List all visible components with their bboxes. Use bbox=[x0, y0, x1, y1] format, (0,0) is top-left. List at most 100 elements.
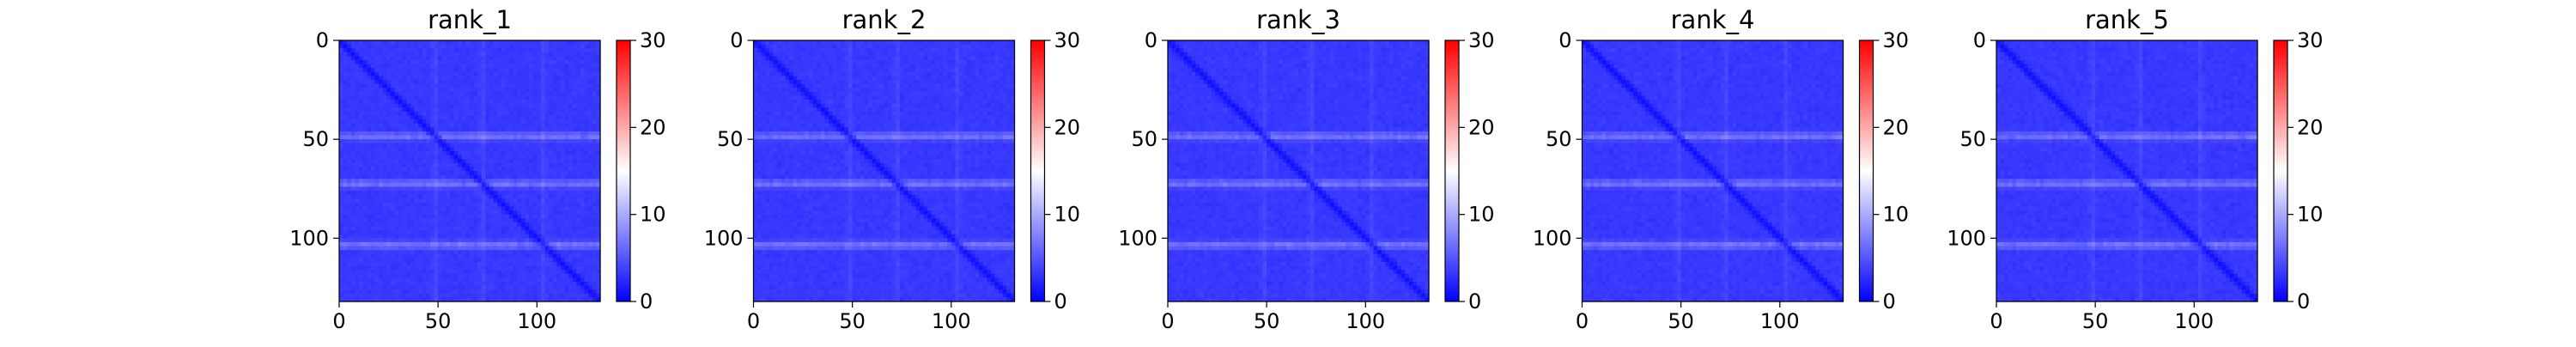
heatmap-cell bbox=[545, 274, 550, 278]
heatmap-cell bbox=[762, 64, 766, 69]
heatmap-cell bbox=[533, 266, 538, 271]
heatmap-cell bbox=[355, 80, 359, 84]
heatmap-cell bbox=[446, 143, 450, 148]
heatmap-cell bbox=[418, 238, 422, 242]
heatmap-cell bbox=[963, 40, 968, 45]
heatmap-cell bbox=[398, 294, 403, 298]
heatmap-cell bbox=[418, 171, 422, 175]
heatmap-cell bbox=[458, 274, 462, 278]
heatmap-cell bbox=[501, 230, 506, 234]
heatmap-cell bbox=[391, 186, 395, 191]
heatmap-cell bbox=[485, 175, 489, 180]
heatmap-cell bbox=[549, 191, 553, 195]
heatmap-cell bbox=[588, 254, 592, 259]
heatmap-cell bbox=[482, 116, 486, 120]
heatmap-cell bbox=[585, 56, 589, 60]
heatmap-cell bbox=[585, 222, 589, 227]
heatmap-cell bbox=[339, 52, 343, 57]
heatmap-cell bbox=[363, 116, 368, 120]
heatmap-cell bbox=[876, 56, 880, 60]
heatmap-cell bbox=[565, 186, 569, 191]
heatmap-cell bbox=[434, 195, 439, 199]
heatmap-cell bbox=[462, 183, 466, 187]
heatmap-cell bbox=[561, 195, 565, 199]
heatmap-cell bbox=[386, 119, 391, 124]
heatmap-cell bbox=[497, 286, 501, 290]
heatmap-cell bbox=[853, 40, 857, 45]
heatmap-cell bbox=[556, 116, 561, 120]
heatmap-cell bbox=[585, 206, 589, 210]
heatmap-cell bbox=[513, 294, 518, 298]
heatmap-cell bbox=[868, 40, 872, 45]
heatmap-cell bbox=[465, 238, 470, 242]
heatmap-cell bbox=[549, 136, 553, 140]
heatmap-cell bbox=[367, 262, 371, 266]
heatmap-cell bbox=[525, 167, 529, 171]
heatmap-cell bbox=[347, 119, 351, 124]
heatmap-cell bbox=[896, 45, 900, 49]
heatmap-cell bbox=[394, 230, 398, 234]
heatmap-cell bbox=[912, 64, 916, 69]
heatmap-cell bbox=[497, 84, 501, 88]
heatmap-cell bbox=[513, 40, 518, 45]
heatmap-cell bbox=[521, 186, 526, 191]
heatmap-cell bbox=[474, 262, 478, 266]
heatmap-cell bbox=[418, 76, 422, 80]
heatmap-cell bbox=[454, 274, 459, 278]
heatmap-cell bbox=[513, 179, 518, 183]
heatmap-cell bbox=[343, 191, 348, 195]
heatmap-cell bbox=[537, 136, 541, 140]
heatmap-cell bbox=[565, 147, 569, 151]
heatmap-cell bbox=[339, 112, 343, 116]
heatmap-cell bbox=[517, 163, 521, 167]
heatmap-cell bbox=[561, 186, 565, 191]
heatmap-cell bbox=[588, 136, 592, 140]
heatmap-cell bbox=[817, 40, 821, 45]
heatmap-cell bbox=[489, 131, 494, 136]
heatmap-cell bbox=[588, 179, 592, 183]
heatmap-cell bbox=[482, 222, 486, 227]
heatmap-cell bbox=[371, 254, 375, 259]
heatmap-cell bbox=[556, 206, 561, 210]
heatmap-cell bbox=[347, 254, 351, 259]
heatmap-cell bbox=[860, 45, 865, 49]
heatmap-cell bbox=[529, 124, 533, 128]
heatmap-cell bbox=[525, 242, 529, 247]
heatmap-cell bbox=[410, 60, 415, 64]
heatmap-cell bbox=[339, 84, 343, 88]
heatmap-cell bbox=[398, 282, 403, 286]
heatmap-cell bbox=[541, 171, 545, 175]
heatmap-cell bbox=[438, 262, 442, 266]
heatmap-cell bbox=[482, 258, 486, 262]
heatmap-cell bbox=[517, 195, 521, 199]
heatmap-cell bbox=[556, 250, 561, 254]
heatmap-cell bbox=[410, 40, 415, 45]
heatmap-cell bbox=[553, 124, 557, 128]
heatmap-cell bbox=[927, 64, 932, 69]
heatmap-cell bbox=[418, 80, 422, 84]
heatmap-cell bbox=[485, 127, 489, 131]
heatmap-cell bbox=[477, 68, 482, 72]
heatmap-cell bbox=[573, 206, 577, 210]
heatmap-cell bbox=[556, 195, 561, 199]
heatmap-cell bbox=[383, 171, 387, 175]
heatmap-cell bbox=[777, 60, 781, 64]
heatmap-cell bbox=[418, 254, 422, 259]
heatmap-cell bbox=[947, 60, 951, 64]
heatmap-cell bbox=[537, 139, 541, 143]
heatmap-cell bbox=[458, 179, 462, 183]
heatmap-cell bbox=[474, 84, 478, 88]
heatmap-cell bbox=[359, 116, 363, 120]
heatmap-cell bbox=[351, 282, 355, 286]
heatmap-cell bbox=[556, 159, 561, 163]
heatmap-cell bbox=[489, 167, 494, 171]
heatmap-cell bbox=[363, 92, 368, 96]
heatmap-cell bbox=[576, 258, 580, 262]
heatmap-cell bbox=[541, 226, 545, 230]
heatmap-cell bbox=[415, 254, 419, 259]
heatmap-cell bbox=[403, 210, 407, 215]
heatmap-cell bbox=[438, 277, 442, 282]
heatmap-cell bbox=[339, 215, 343, 219]
heatmap-cell bbox=[379, 48, 383, 52]
heatmap-cell bbox=[592, 215, 597, 219]
